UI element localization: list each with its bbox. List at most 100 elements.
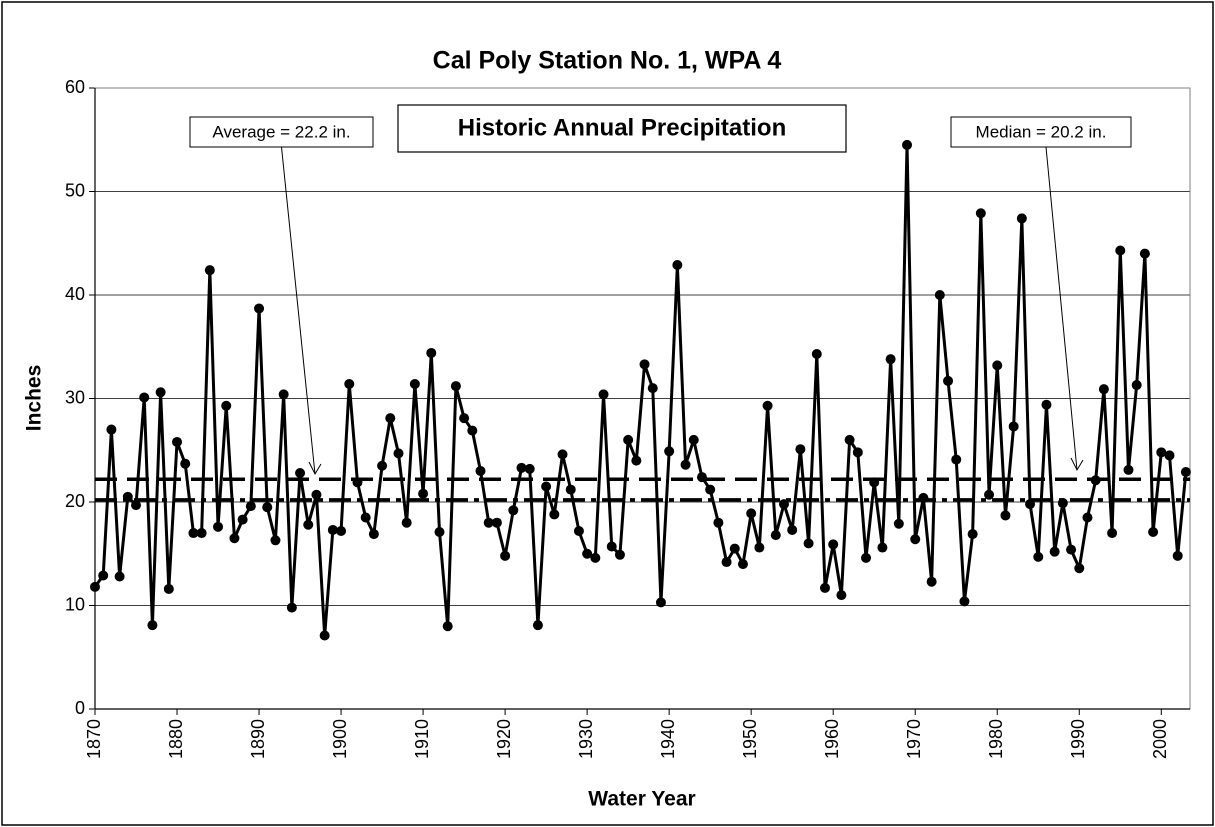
data-point [516,462,527,473]
data-point [303,519,314,530]
data-point [918,492,929,503]
x-tick-label: 1890 [248,719,268,759]
data-point [647,383,658,394]
data-point [327,524,338,535]
data-point [869,477,880,488]
data-point [861,552,872,563]
data-point [1115,245,1126,256]
annotation-box [950,116,1132,148]
data-point [221,400,232,411]
data-point [336,525,347,536]
annotation-arrow [1045,146,1078,471]
data-line [93,143,1188,638]
annotation-box [189,116,374,148]
data-point [409,379,420,390]
data-point [770,530,781,541]
data-point [778,499,789,510]
annotation-box [397,104,847,153]
data-point [1082,512,1093,523]
data-point [213,521,224,532]
data-point [500,550,511,561]
x-tick-label: 1980 [986,719,1006,759]
data-point [172,436,183,447]
data-point [1041,399,1052,410]
x-tick-label: 1880 [166,719,186,759]
data-point [582,548,593,559]
data-point [975,208,986,219]
data-point [787,524,798,535]
data-point [1123,464,1134,475]
data-point [467,425,478,436]
x-tick-label: 1970 [904,719,924,759]
data-point [1025,499,1036,510]
data-point [737,559,748,570]
data-point [434,527,445,538]
data-point [360,512,371,523]
x-tick-label: 2000 [1150,719,1170,759]
data-point [237,514,248,525]
data-point [951,454,962,465]
data-point [426,347,437,358]
data-point [688,434,699,445]
data-point [820,582,830,593]
data-point [549,509,560,520]
data-point [729,543,740,554]
data-point [1090,475,1101,486]
data-point [557,449,568,460]
data-point [270,535,281,546]
data-point [106,424,117,435]
x-tick-label: 1930 [576,719,596,759]
data-point [631,455,642,466]
data-point [959,596,970,607]
data-point [442,621,453,632]
data-point [1008,421,1019,432]
data-point [811,348,822,359]
data-point [655,597,666,608]
data-point [590,552,601,563]
data-point [131,500,142,511]
data-point [639,359,650,370]
data-point [122,491,133,502]
data-point [204,265,215,276]
data-point [368,529,379,540]
data-point [1016,213,1027,224]
data-point [836,590,847,601]
data-point [885,354,896,365]
data-point [524,463,535,474]
data-point [1074,563,1085,574]
annotation-label: Median = 20.2 in. [976,122,1107,141]
data-point [319,630,330,641]
data-point [188,528,199,539]
data-point [1156,447,1167,458]
annotation-label: Average = 22.2 in. [212,122,350,141]
data-point [1057,498,1068,509]
data-point [1049,546,1060,557]
data-point [795,444,806,455]
data-point [680,459,691,470]
data-point [344,379,355,390]
data-point [893,518,904,529]
data-point [1180,466,1191,477]
data-point [672,259,683,270]
data-point [147,620,158,631]
data-point [1131,380,1142,391]
y-tick-label: 60 [65,77,85,97]
data-point [910,534,921,545]
data-point [385,413,396,424]
data-point [262,502,273,513]
data-point [254,303,265,314]
x-tick-label: 1990 [1068,719,1088,759]
x-tick-label: 1950 [740,719,760,759]
data-point [713,517,724,528]
data-point [180,458,191,469]
data-point [98,570,109,581]
data-point [762,400,773,411]
data-point [163,583,174,594]
data-point [90,581,100,592]
x-axis-label: Water Year [588,788,695,811]
data-point [984,489,995,500]
data-point [483,517,494,528]
data-point [803,538,814,549]
data-point [705,484,716,495]
